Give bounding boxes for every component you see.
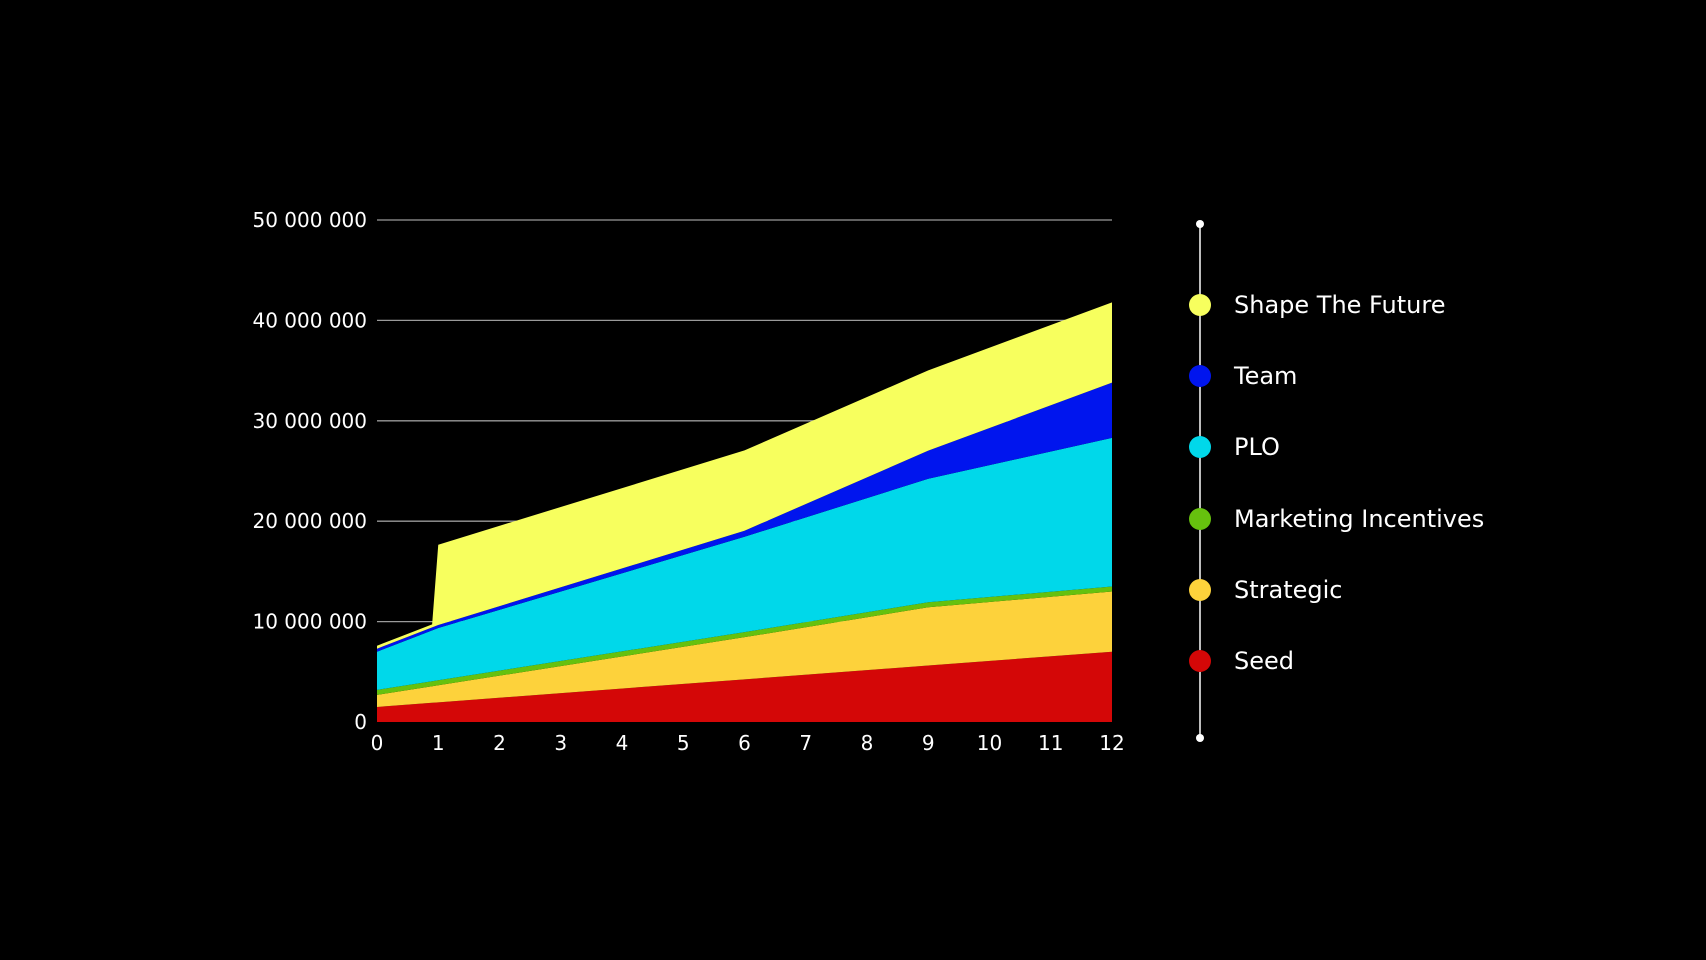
legend-dot-strategic	[1189, 579, 1211, 601]
x-tick-label: 5	[677, 731, 690, 755]
x-tick-label: 6	[738, 731, 751, 755]
y-tick-label: 10 000 000	[252, 610, 367, 634]
y-tick-label: 50 000 000	[252, 208, 367, 232]
legend: Shape The Future Team PLO Marketing Ince…	[1170, 218, 1600, 742]
legend-label: Strategic	[1234, 576, 1343, 604]
area-shape-the-future	[377, 302, 1112, 649]
legend-item-plo: PLO	[1170, 432, 1280, 462]
legend-dot-marketing-incentives	[1189, 508, 1211, 530]
y-tick-label: 40 000 000	[252, 308, 367, 332]
legend-item-seed: Seed	[1170, 646, 1294, 676]
x-tick-label: 11	[1038, 731, 1063, 755]
x-tick-label: 12	[1099, 731, 1124, 755]
legend-bottom-dot	[1196, 734, 1204, 742]
x-tick-label: 0	[371, 731, 384, 755]
x-tick-label: 9	[922, 731, 935, 755]
area-series-group	[377, 302, 1112, 722]
legend-label: PLO	[1234, 433, 1280, 461]
legend-label: Seed	[1234, 647, 1294, 675]
legend-top-dot	[1196, 220, 1204, 228]
x-tick-label: 1	[432, 731, 445, 755]
area-strategic	[377, 591, 1112, 707]
legend-timeline-line	[1199, 224, 1201, 740]
area-seed	[377, 651, 1112, 722]
x-tick-label: 7	[799, 731, 812, 755]
x-tick-label: 2	[493, 731, 506, 755]
area-plo	[377, 437, 1112, 690]
x-tick-label: 4	[616, 731, 629, 755]
legend-label: Team	[1234, 362, 1298, 390]
legend-item-strategic: Strategic	[1170, 575, 1343, 605]
legend-dot-plo	[1189, 436, 1211, 458]
legend-item-team: Team	[1170, 361, 1297, 391]
x-tick-label: 8	[861, 731, 874, 755]
legend-dot-seed	[1189, 650, 1211, 672]
x-axis-ticks: 0 1 2 3 4 5 6 7 8 9 10 11 12	[371, 731, 1125, 755]
legend-dot-team	[1189, 365, 1211, 387]
area-marketing-incentives	[377, 586, 1112, 695]
legend-dot-shape-the-future	[1189, 294, 1211, 316]
legend-item-shape-the-future: Shape The Future	[1170, 290, 1445, 320]
legend-label: Marketing Incentives	[1234, 505, 1485, 533]
y-axis-ticks: 0 10 000 000 20 000 000 30 000 000 40 000 00…	[252, 208, 367, 734]
x-tick-label: 10	[977, 731, 1002, 755]
x-tick-label: 3	[554, 731, 567, 755]
y-tick-label: 20 000 000	[252, 509, 367, 533]
legend-label: Shape The Future	[1234, 291, 1446, 319]
y-tick-label: 30 000 000	[252, 409, 367, 433]
legend-item-marketing-incentives: Marketing Incentives	[1170, 504, 1484, 534]
y-tick-label: 0	[354, 710, 367, 734]
